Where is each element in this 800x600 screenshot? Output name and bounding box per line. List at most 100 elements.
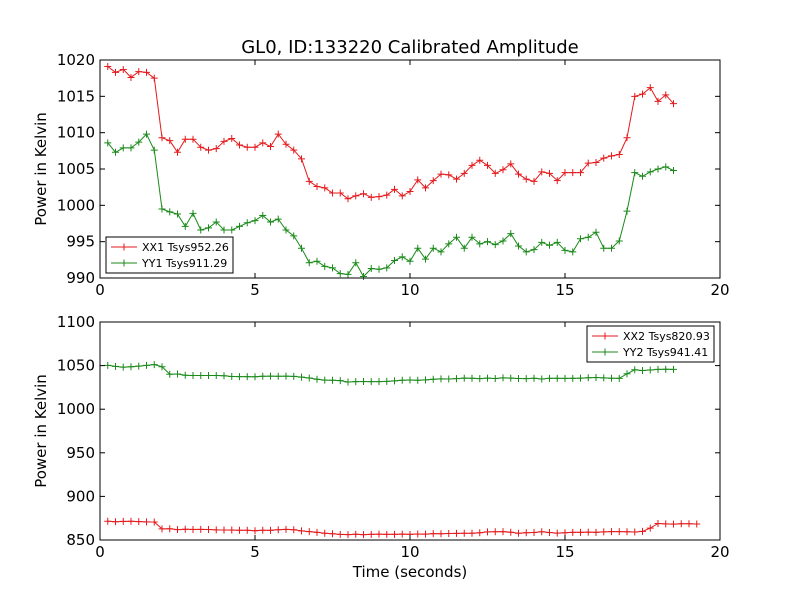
bottom-series-1-point bbox=[391, 530, 398, 538]
top-series-1-point bbox=[538, 168, 546, 176]
top-series-1-point bbox=[491, 169, 499, 177]
bottom-y-tick-label: 850 bbox=[66, 531, 95, 549]
top-series-2-point bbox=[212, 218, 220, 226]
bottom-series-2-point bbox=[104, 361, 112, 369]
bottom-series-1-point bbox=[150, 518, 158, 526]
bottom-series-2-point bbox=[608, 374, 615, 382]
top-series-1-point bbox=[546, 169, 553, 177]
bottom-series-1-point bbox=[670, 520, 677, 528]
bottom-series-1-point bbox=[538, 528, 546, 536]
bottom-series-2-point bbox=[592, 373, 600, 381]
top-series-1-point bbox=[398, 192, 406, 200]
top-series-1-point bbox=[166, 137, 174, 145]
top-series-2-point bbox=[375, 265, 383, 273]
top-series-1-point bbox=[608, 152, 615, 160]
top-series-2-point bbox=[189, 209, 197, 217]
bottom-series-2-point bbox=[383, 377, 391, 385]
top-series-1-point bbox=[460, 169, 468, 177]
bottom-series-1-point bbox=[329, 530, 336, 538]
top-series-2-point bbox=[414, 244, 422, 252]
top-series-1-point bbox=[584, 159, 592, 167]
top-series-1-point bbox=[104, 63, 112, 71]
bottom-series-2-point bbox=[251, 373, 259, 381]
bottom-series-1-point bbox=[422, 530, 429, 538]
bottom-series-2-point bbox=[460, 374, 468, 382]
top-series-2-point bbox=[654, 165, 662, 173]
top-y-tick-label: 1010 bbox=[57, 124, 95, 142]
top-series-2-point bbox=[437, 248, 445, 256]
bottom-series-1-point bbox=[569, 528, 577, 536]
bottom-series-2-point bbox=[321, 376, 329, 384]
top-series-2-point bbox=[561, 246, 569, 254]
top-series-2-point bbox=[313, 257, 321, 265]
bottom-series-2-point bbox=[329, 376, 336, 384]
bottom-series-2-point bbox=[468, 374, 476, 382]
bottom-series-2-point bbox=[670, 365, 677, 373]
top-series-1-point bbox=[112, 68, 119, 76]
top-series-1-point bbox=[329, 189, 336, 197]
bottom-series-1-point bbox=[654, 520, 662, 528]
bottom-series-1-point bbox=[491, 528, 499, 536]
bottom-series-1-point bbox=[375, 530, 383, 538]
bottom-series-2-point bbox=[158, 363, 166, 371]
bottom-series-1-point bbox=[119, 517, 127, 525]
bottom-series-1-point bbox=[313, 528, 321, 536]
bottom-series-2-point bbox=[259, 372, 267, 380]
bottom-series-2-point bbox=[476, 375, 484, 383]
top-series-1-point bbox=[468, 161, 476, 169]
bottom-legend: XX2 Tsys820.93 YY2 Tsys941.41 bbox=[586, 325, 715, 363]
bottom-series-2-point bbox=[615, 374, 623, 382]
bottom-series-1-point bbox=[460, 529, 468, 537]
top-series-2-point bbox=[104, 139, 112, 147]
bottom-series-2-point bbox=[336, 377, 344, 385]
top-series-1-point bbox=[220, 137, 228, 145]
bottom-series-1-point bbox=[267, 526, 274, 534]
bottom-series-2-point bbox=[290, 372, 298, 380]
top-series-2-point bbox=[522, 248, 530, 256]
bottom-series-2-point bbox=[499, 374, 507, 382]
bottom-series-2-point bbox=[119, 363, 127, 371]
bottom-series-1-point bbox=[143, 518, 150, 526]
top-series-2-point bbox=[476, 240, 484, 248]
bottom-series-1-point bbox=[445, 530, 453, 538]
top-series-1-point bbox=[391, 185, 398, 193]
bottom-series-2 bbox=[104, 361, 677, 386]
bottom-series-2-point bbox=[375, 378, 383, 386]
bottom-series-2-point bbox=[267, 372, 274, 380]
bottom-series-1-point bbox=[104, 517, 112, 525]
top-legend-marker bbox=[120, 243, 128, 251]
bottom-series-1-point bbox=[212, 526, 220, 534]
top-series-1-point bbox=[212, 145, 220, 153]
top-x-tick-label: 5 bbox=[250, 281, 260, 299]
top-series-1-point bbox=[530, 177, 538, 185]
bottom-series-1-point bbox=[453, 529, 460, 537]
top-series-1-point bbox=[197, 143, 205, 151]
top-series-2-point bbox=[646, 168, 654, 176]
top-series-1-point bbox=[414, 176, 422, 184]
bottom-series-2-point bbox=[352, 378, 360, 386]
bottom-x-tick-label: 0 bbox=[95, 543, 105, 561]
top-series-1-point bbox=[406, 188, 414, 196]
bottom-series-2-point bbox=[298, 373, 305, 381]
bottom-y-tick-label: 1100 bbox=[57, 313, 95, 331]
top-series-1-point bbox=[228, 134, 236, 142]
top-series-1-point bbox=[313, 182, 321, 190]
top-series-1-point bbox=[375, 193, 383, 201]
top-series-2-point bbox=[491, 241, 499, 249]
top-series-2-point bbox=[251, 217, 259, 225]
top-series-1-point bbox=[445, 171, 453, 179]
bottom-series-2-point bbox=[561, 374, 569, 382]
bottom-series-2-point bbox=[367, 378, 375, 386]
bottom-series-2-point bbox=[515, 375, 522, 383]
bottom-series-2-point bbox=[236, 373, 243, 381]
bottom-series-1-point bbox=[205, 526, 212, 534]
top-series-2-point bbox=[112, 148, 119, 156]
top-series-1-point bbox=[577, 169, 584, 177]
top-series-1-point bbox=[422, 184, 429, 192]
top-series-1-point bbox=[305, 177, 313, 185]
bottom-series-1-point bbox=[484, 528, 491, 536]
bottom-series-1-point bbox=[546, 529, 553, 537]
top-series-2-point bbox=[220, 226, 228, 234]
top-series-2-point bbox=[600, 244, 608, 252]
